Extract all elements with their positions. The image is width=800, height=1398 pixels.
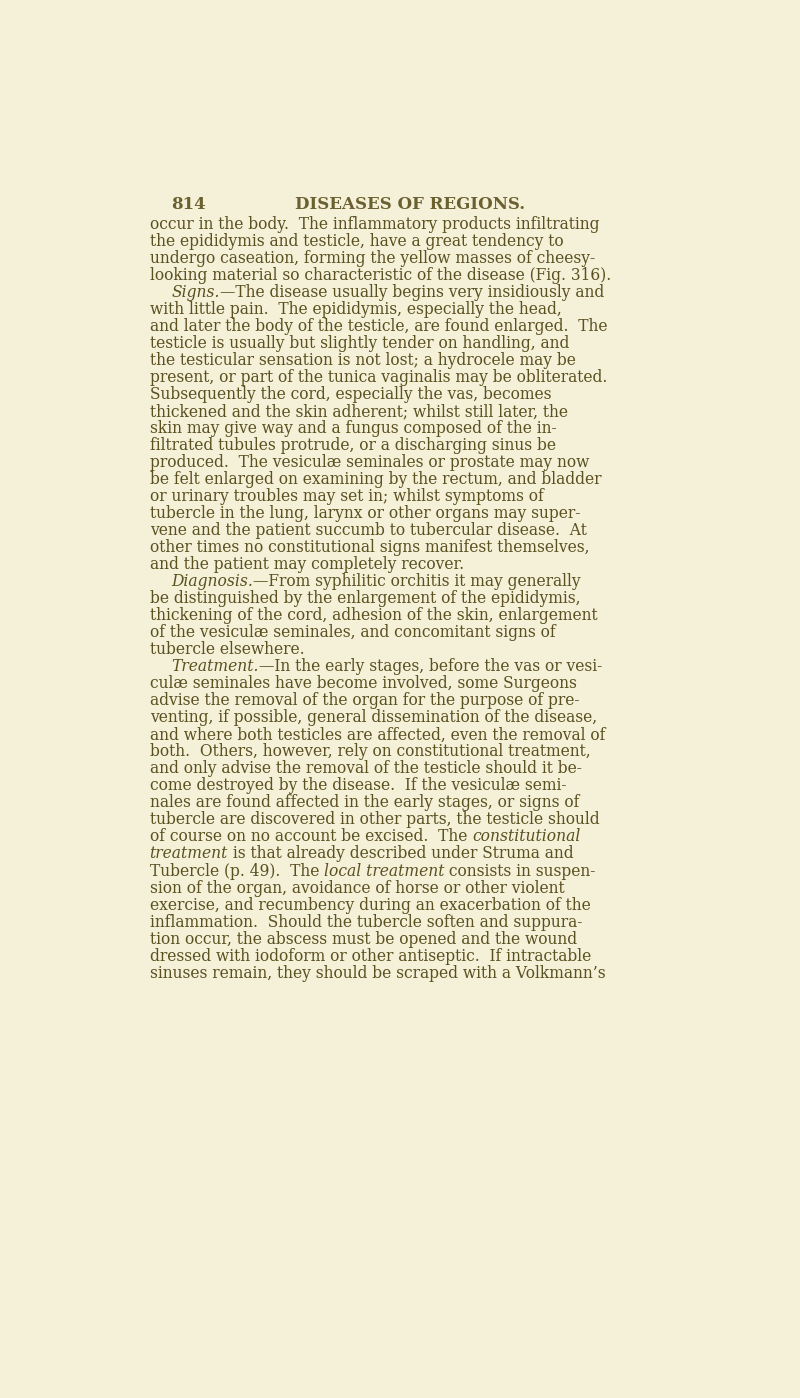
Text: be distinguished by the enlargement of the epididymis,: be distinguished by the enlargement of t… <box>150 590 580 607</box>
Text: Subsequently the cord, especially the vas, becomes: Subsequently the cord, especially the va… <box>150 386 551 403</box>
Text: 814: 814 <box>171 196 206 212</box>
Text: —In the early stages, before the vas or vesi-: —In the early stages, before the vas or … <box>258 658 602 675</box>
Text: or urinary troubles may set in; whilst symptoms of: or urinary troubles may set in; whilst s… <box>150 488 543 505</box>
Text: present, or part of the tunica vaginalis may be obliterated.: present, or part of the tunica vaginalis… <box>150 369 607 386</box>
Text: Signs.: Signs. <box>171 284 220 301</box>
Text: —The disease usually begins very insidiously and: —The disease usually begins very insidio… <box>220 284 604 301</box>
Text: the testicular sensation is not lost; a hydrocele may be: the testicular sensation is not lost; a … <box>150 352 575 369</box>
Text: local treatment: local treatment <box>324 863 444 879</box>
Text: culæ seminales have become involved, some Surgeons: culæ seminales have become involved, som… <box>150 675 577 692</box>
Text: is that already described under Struma and: is that already described under Struma a… <box>228 846 574 863</box>
Text: be felt enlarged on examining by the rectum, and bladder: be felt enlarged on examining by the rec… <box>150 471 601 488</box>
Text: sion of the organ, avoidance of horse or other violent: sion of the organ, avoidance of horse or… <box>150 879 564 896</box>
Text: treatment: treatment <box>150 846 228 863</box>
Text: consists in suspen-: consists in suspen- <box>444 863 596 879</box>
Text: Tubercle (p. 49).  The: Tubercle (p. 49). The <box>150 863 324 879</box>
Text: produced.  The vesiculæ seminales or prostate may now: produced. The vesiculæ seminales or pros… <box>150 454 589 471</box>
Text: and the patient may completely recover.: and the patient may completely recover. <box>150 556 464 573</box>
Text: undergo caseation, forming the yellow masses of cheesy-: undergo caseation, forming the yellow ma… <box>150 250 594 267</box>
Text: skin may give way and a fungus composed of the in-: skin may give way and a fungus composed … <box>150 421 556 438</box>
Text: testicle is usually but slightly tender on handling, and: testicle is usually but slightly tender … <box>150 336 569 352</box>
Text: vene and the patient succumb to tubercular disease.  At: vene and the patient succumb to tubercul… <box>150 523 586 540</box>
Text: Treatment.: Treatment. <box>171 658 258 675</box>
Text: venting, if possible, general dissemination of the disease,: venting, if possible, general disseminat… <box>150 709 597 727</box>
Text: tubercle in the lung, larynx or other organs may super-: tubercle in the lung, larynx or other or… <box>150 505 580 523</box>
Text: both.  Others, however, rely on constitutional treatment,: both. Others, however, rely on constitut… <box>150 744 590 761</box>
Text: DISEASES OF REGIONS.: DISEASES OF REGIONS. <box>295 196 525 212</box>
Text: occur in the body.  The inflammatory products infiltrating: occur in the body. The inflammatory prod… <box>150 217 599 233</box>
Text: and later the body of the testicle, are found enlarged.  The: and later the body of the testicle, are … <box>150 319 607 336</box>
Text: tubercle are discovered in other parts, the testicle should: tubercle are discovered in other parts, … <box>150 811 599 829</box>
Text: of the vesiculæ seminales, and concomitant signs of: of the vesiculæ seminales, and concomita… <box>150 625 555 642</box>
Text: thickening of the cord, adhesion of the skin, enlargement: thickening of the cord, adhesion of the … <box>150 607 598 625</box>
Text: other times no constitutional signs manifest themselves,: other times no constitutional signs mani… <box>150 540 589 556</box>
Text: advise the removal of the organ for the purpose of pre-: advise the removal of the organ for the … <box>150 692 579 709</box>
Text: dressed with iodoform or other antiseptic.  If intractable: dressed with iodoform or other antisepti… <box>150 948 591 965</box>
Text: constitutional: constitutional <box>472 829 580 846</box>
Text: exercise, and recumbency during an exacerbation of the: exercise, and recumbency during an exace… <box>150 896 590 913</box>
Text: thickened and the skin adherent; whilst still later, the: thickened and the skin adherent; whilst … <box>150 403 568 421</box>
Text: inflammation.  Should the tubercle soften and suppura-: inflammation. Should the tubercle soften… <box>150 913 582 931</box>
Text: come destroyed by the disease.  If the vesiculæ semi-: come destroyed by the disease. If the ve… <box>150 777 566 794</box>
Text: of course on no account be excised.  The: of course on no account be excised. The <box>150 829 472 846</box>
Text: and where both testicles are affected, even the removal of: and where both testicles are affected, e… <box>150 727 605 744</box>
Text: filtrated tubules protrude, or a discharging sinus be: filtrated tubules protrude, or a dischar… <box>150 438 555 454</box>
Text: tion occur, the abscess must be opened and the wound: tion occur, the abscess must be opened a… <box>150 931 577 948</box>
Text: looking material so characteristic of the disease (Fig. 316).: looking material so characteristic of th… <box>150 267 611 284</box>
Text: with little pain.  The epididymis, especially the head,: with little pain. The epididymis, especi… <box>150 301 562 319</box>
Text: tubercle elsewhere.: tubercle elsewhere. <box>150 642 304 658</box>
Text: and only advise the removal of the testicle should it be-: and only advise the removal of the testi… <box>150 761 582 777</box>
Text: nales are found affected in the early stages, or signs of: nales are found affected in the early st… <box>150 794 579 811</box>
Text: the epididymis and testicle, have a great tendency to: the epididymis and testicle, have a grea… <box>150 233 563 250</box>
Text: Diagnosis.: Diagnosis. <box>171 573 253 590</box>
Text: —From syphilitic orchitis it may generally: —From syphilitic orchitis it may general… <box>253 573 581 590</box>
Text: sinuses remain, they should be scraped with a Volkmann’s: sinuses remain, they should be scraped w… <box>150 965 606 981</box>
